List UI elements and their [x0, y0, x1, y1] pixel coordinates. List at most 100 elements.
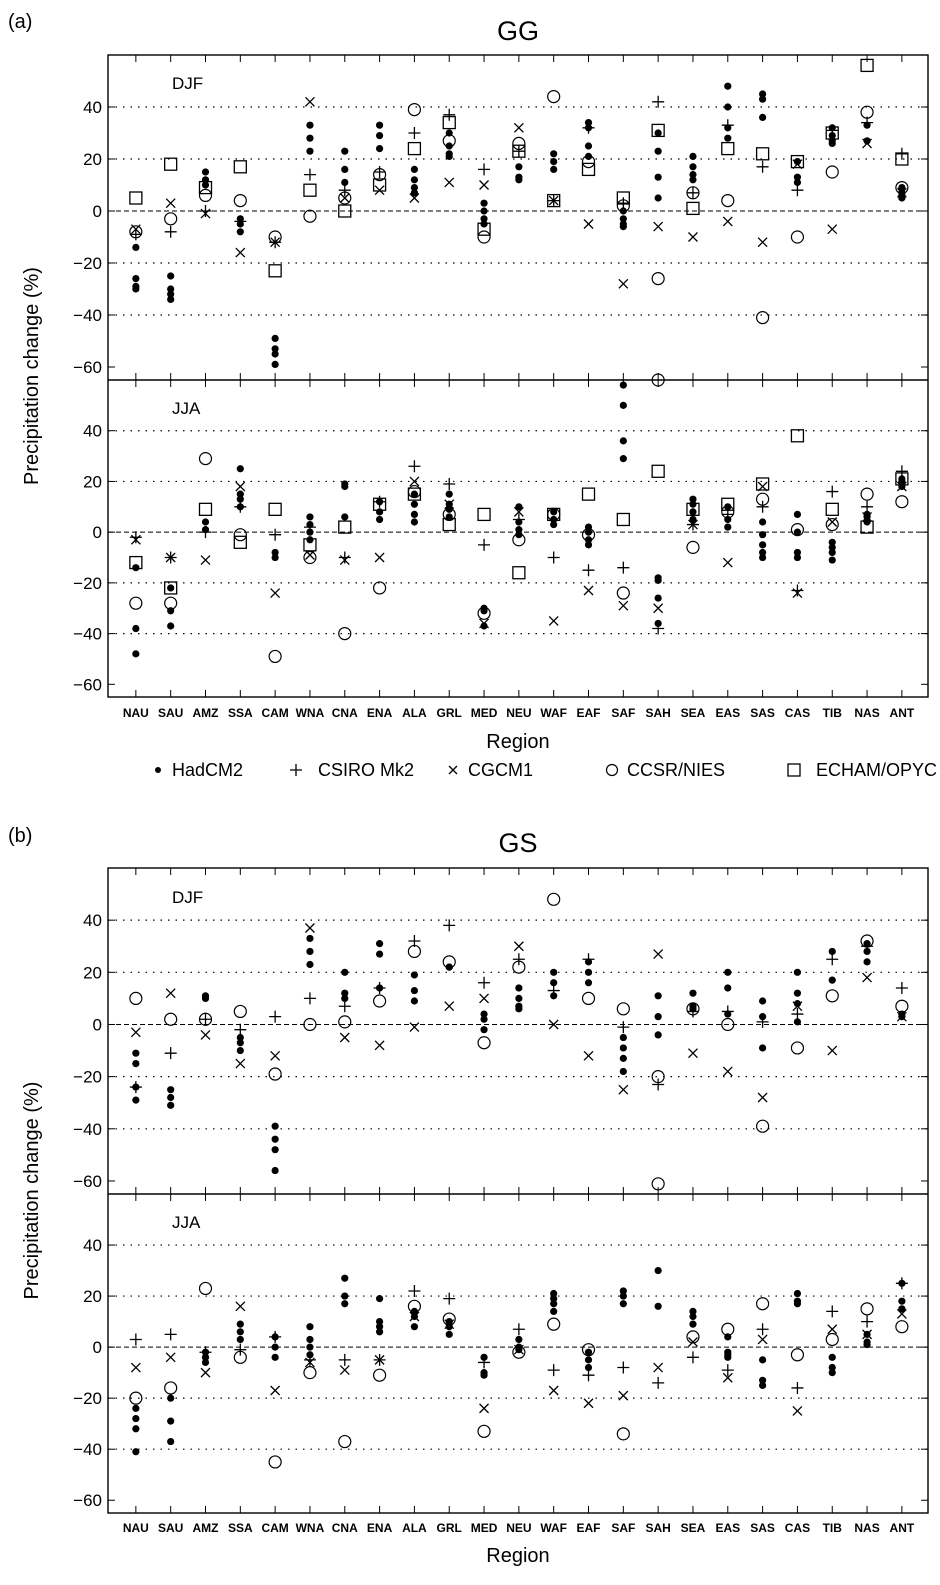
panel-label: (a)	[8, 11, 32, 33]
hadcm2-point	[375, 121, 384, 129]
hadcm2-point	[654, 992, 662, 1000]
hadcm2-point	[445, 490, 453, 498]
hadcm2-point	[306, 960, 314, 969]
hadcm2-point	[167, 1394, 175, 1402]
hadcm2-point	[132, 650, 140, 658]
cgcm1-point	[304, 550, 315, 560]
hadcm2-point	[898, 1013, 906, 1021]
hadcm2-point	[793, 1000, 802, 1008]
hadcm2-point	[236, 495, 244, 503]
ccsr-nies-point	[547, 1317, 561, 1331]
hadcm2-point	[898, 482, 906, 491]
csiro-mk2-point	[617, 561, 630, 574]
ccsr-nies-point	[756, 1119, 770, 1133]
y-axis-label: Precipitation change (%)	[21, 1082, 43, 1300]
csiro-mk2-point	[652, 95, 665, 108]
y-tick-label: −40	[73, 1120, 102, 1139]
hadcm2-point	[271, 1353, 279, 1361]
cgcm1-point	[270, 588, 281, 598]
cgcm1-point	[235, 1301, 246, 1312]
hadcm2-point	[306, 1323, 314, 1331]
hadcm2-point	[341, 165, 349, 173]
hadcm2-point	[863, 940, 871, 948]
hadcm2-point	[341, 989, 349, 997]
x-tick-label: NEU	[506, 706, 531, 720]
cgcm1-point	[862, 972, 873, 983]
csiro-mk2-point	[547, 1364, 560, 1377]
x-tick-label: MED	[471, 1521, 498, 1535]
cgcm1-point	[653, 603, 664, 614]
x-tick-label: SAF	[611, 706, 635, 720]
hadcm2-point	[619, 1287, 627, 1295]
ccsr-nies-point	[547, 892, 561, 906]
hadcm2-point	[898, 477, 906, 486]
hadcm2-point	[759, 997, 767, 1005]
cgcm1-point	[339, 1365, 350, 1376]
csiro-mk2-point	[547, 194, 560, 207]
hadcm2-point	[445, 152, 453, 160]
hadcm2-point	[863, 137, 871, 145]
hadcm2-point	[410, 1323, 419, 1331]
legend-hadcm2-marker	[155, 767, 161, 773]
legend-csiro-marker	[290, 764, 302, 776]
cgcm1-point	[653, 1362, 664, 1373]
cgcm1-point	[165, 988, 176, 999]
hadcm2-point	[132, 285, 140, 293]
csiro-mk2-point	[861, 1315, 874, 1328]
plot-frame	[107, 54, 929, 698]
cgcm1-point	[653, 221, 664, 232]
hadcm2-point	[550, 968, 558, 976]
echam-opyc-point	[651, 464, 665, 478]
hadcm2-point	[515, 1335, 523, 1344]
hadcm2-point	[375, 984, 384, 992]
hadcm2-point	[236, 503, 244, 511]
cgcm1-point	[235, 481, 246, 492]
csiro-mk2-point	[791, 184, 804, 197]
y-tick-label: −40	[73, 306, 102, 325]
cgcm1-point	[688, 1048, 698, 1059]
hadcm2-point	[689, 1307, 697, 1315]
x-tick-label: GRL	[437, 706, 462, 720]
hadcm2-point	[550, 165, 558, 173]
hadcm2-point	[828, 139, 836, 147]
ccsr-nies-point	[860, 105, 874, 119]
hadcm2-point	[828, 132, 836, 140]
x-tick-label: ENA	[367, 1521, 393, 1535]
hadcm2-point	[271, 350, 279, 358]
csiro-mk2-point	[686, 1351, 699, 1364]
hadcm2-point	[410, 986, 419, 995]
echam-opyc-point	[198, 502, 213, 516]
hadcm2-point	[480, 199, 488, 207]
hadcm2-point	[410, 1312, 419, 1321]
subplot-djf: DJF −60 −40 −20 0 20 40	[73, 868, 928, 1194]
hadcm2-point	[550, 1295, 558, 1303]
ccsr-nies-point	[372, 1368, 387, 1382]
echam-opyc-point	[581, 487, 596, 501]
hadcm2-point	[167, 622, 175, 630]
cgcm1-point	[270, 1050, 281, 1061]
hadcm2-point	[654, 576, 662, 584]
csiro-mk2-point	[756, 500, 769, 513]
csiro-mk2-point	[373, 1353, 386, 1366]
y-tick-label: 20	[83, 1287, 102, 1306]
hadcm2-point	[515, 526, 523, 534]
cgcm1-point	[130, 1362, 141, 1373]
hadcm2-point	[550, 508, 558, 516]
hadcm2-point	[619, 381, 627, 389]
csiro-mk2-point	[826, 953, 839, 966]
hadcm2-point	[410, 997, 419, 1005]
hadcm2-point	[306, 934, 314, 943]
ccsr-nies-point	[129, 991, 143, 1006]
hadcm2-point	[759, 1013, 767, 1021]
y-axis-label: Precipitation change (%)	[21, 267, 43, 485]
x-tick-label: NEU	[506, 1521, 531, 1535]
hadcm2-point	[236, 1039, 244, 1047]
echam-opyc-point	[581, 162, 596, 177]
legend-ccsr-marker	[605, 763, 619, 777]
ccsr-nies-point	[338, 1015, 352, 1029]
hadcm2-point	[306, 528, 314, 536]
cgcm1-point	[339, 1032, 350, 1043]
hadcm2-point	[724, 124, 732, 132]
hadcm2-point	[550, 150, 558, 158]
hadcm2-point	[793, 1018, 802, 1026]
